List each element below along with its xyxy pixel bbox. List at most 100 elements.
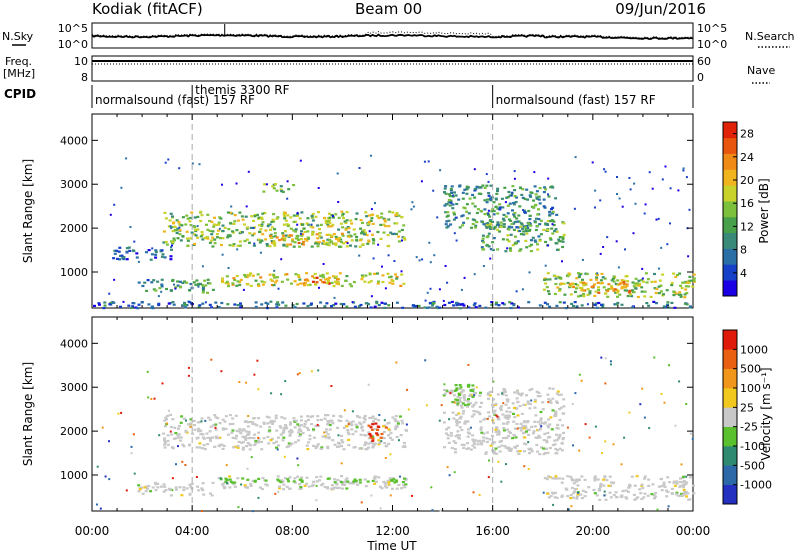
echo-cell [176,434,180,437]
echo-cell [550,208,553,211]
echo-cell [288,444,292,447]
echo-cell [604,498,608,501]
echo-cell [384,426,388,429]
echo-cell [281,480,285,483]
echo-cell [467,398,470,401]
echo-cell [498,230,501,233]
echo-cell [618,283,622,286]
echo-cell [686,281,690,284]
echo-cell [527,441,530,444]
echo-cell [614,491,618,494]
echo-cell [328,276,331,279]
echo-cell [365,233,369,237]
echo-cell [397,230,401,233]
echo-cell [279,185,283,188]
echo-cell [249,226,253,229]
echo-cell [130,445,133,448]
echo-cell [201,287,205,290]
echo-cell [361,429,365,432]
echo-cell [182,417,186,420]
echo-cell [373,442,377,445]
echo-cell [464,420,468,423]
echo-cell [473,302,477,305]
echo-cell [463,404,467,407]
echo-cell [612,443,615,446]
echo-cell [381,265,383,268]
echo-cell [534,414,538,417]
echo-cell [447,301,451,304]
echo-cell [162,483,166,486]
echo-cell [176,227,180,230]
echo-cell [600,303,603,306]
echo-cell [501,413,505,416]
echo-cell [344,228,348,231]
echo-cell [482,265,485,267]
echo-cell [485,223,489,227]
echo-cell [528,194,532,197]
echo-cell [367,239,371,242]
echo-cell [273,276,277,279]
echo-cell [444,265,447,267]
echo-cell [574,290,577,293]
echo-cell [143,486,147,489]
echo-cell [279,188,283,191]
echo-cell [529,243,533,246]
echo-cell [546,393,550,396]
echo-cell [455,301,458,305]
echo-cell [458,397,462,400]
echo-cell [278,239,281,242]
echo-cell [465,192,469,195]
echo-cell [445,226,449,229]
echo-cell [349,219,353,222]
echo-cell [616,176,618,178]
echo-cell [222,482,226,485]
echo-cell [554,277,558,280]
echo-cell [305,272,309,275]
echo-cell [235,434,239,437]
echo-cell [508,194,512,197]
echo-cell [632,493,636,496]
echo-cell [472,409,476,413]
echo-cell [504,250,508,253]
echo-cell [395,435,399,439]
echo-cell [162,230,166,233]
echo-cell [223,226,227,229]
echo-cell [224,282,228,285]
colorbar-swatch [723,484,737,505]
echo-cell [660,392,663,395]
echo-cell [198,163,201,166]
echo-cell [146,487,149,490]
echo-cell [221,280,225,284]
echo-cell [428,241,431,244]
echo-cell [273,228,277,231]
echo-cell [572,479,576,482]
echo-cell [371,435,375,438]
echo-cell [542,198,546,201]
echo-cell [505,238,509,241]
echo-cell [350,428,354,431]
echo-cell [432,302,436,305]
echo-cell [652,494,656,497]
echo-cell [226,303,230,306]
echo-cell [521,288,524,291]
echo-cell [301,233,305,236]
echo-cell [199,429,203,432]
echo-cell [340,240,343,244]
echo-cell [203,279,207,282]
echo-cell [490,210,494,213]
echo-cell [213,216,216,219]
echo-cell [496,189,499,193]
echo-cell [326,420,330,423]
echo-cell [683,293,687,296]
y-tick-label: 1000 [60,266,88,279]
echo-cell [336,426,340,429]
echo-cell [442,394,446,397]
echo-cell [316,237,320,240]
echo-cell [446,466,449,469]
echo-cell [470,415,474,418]
echo-cell [334,242,338,245]
echo-cell [337,201,340,203]
echo-cell [337,486,341,489]
echo-cell [260,448,264,451]
